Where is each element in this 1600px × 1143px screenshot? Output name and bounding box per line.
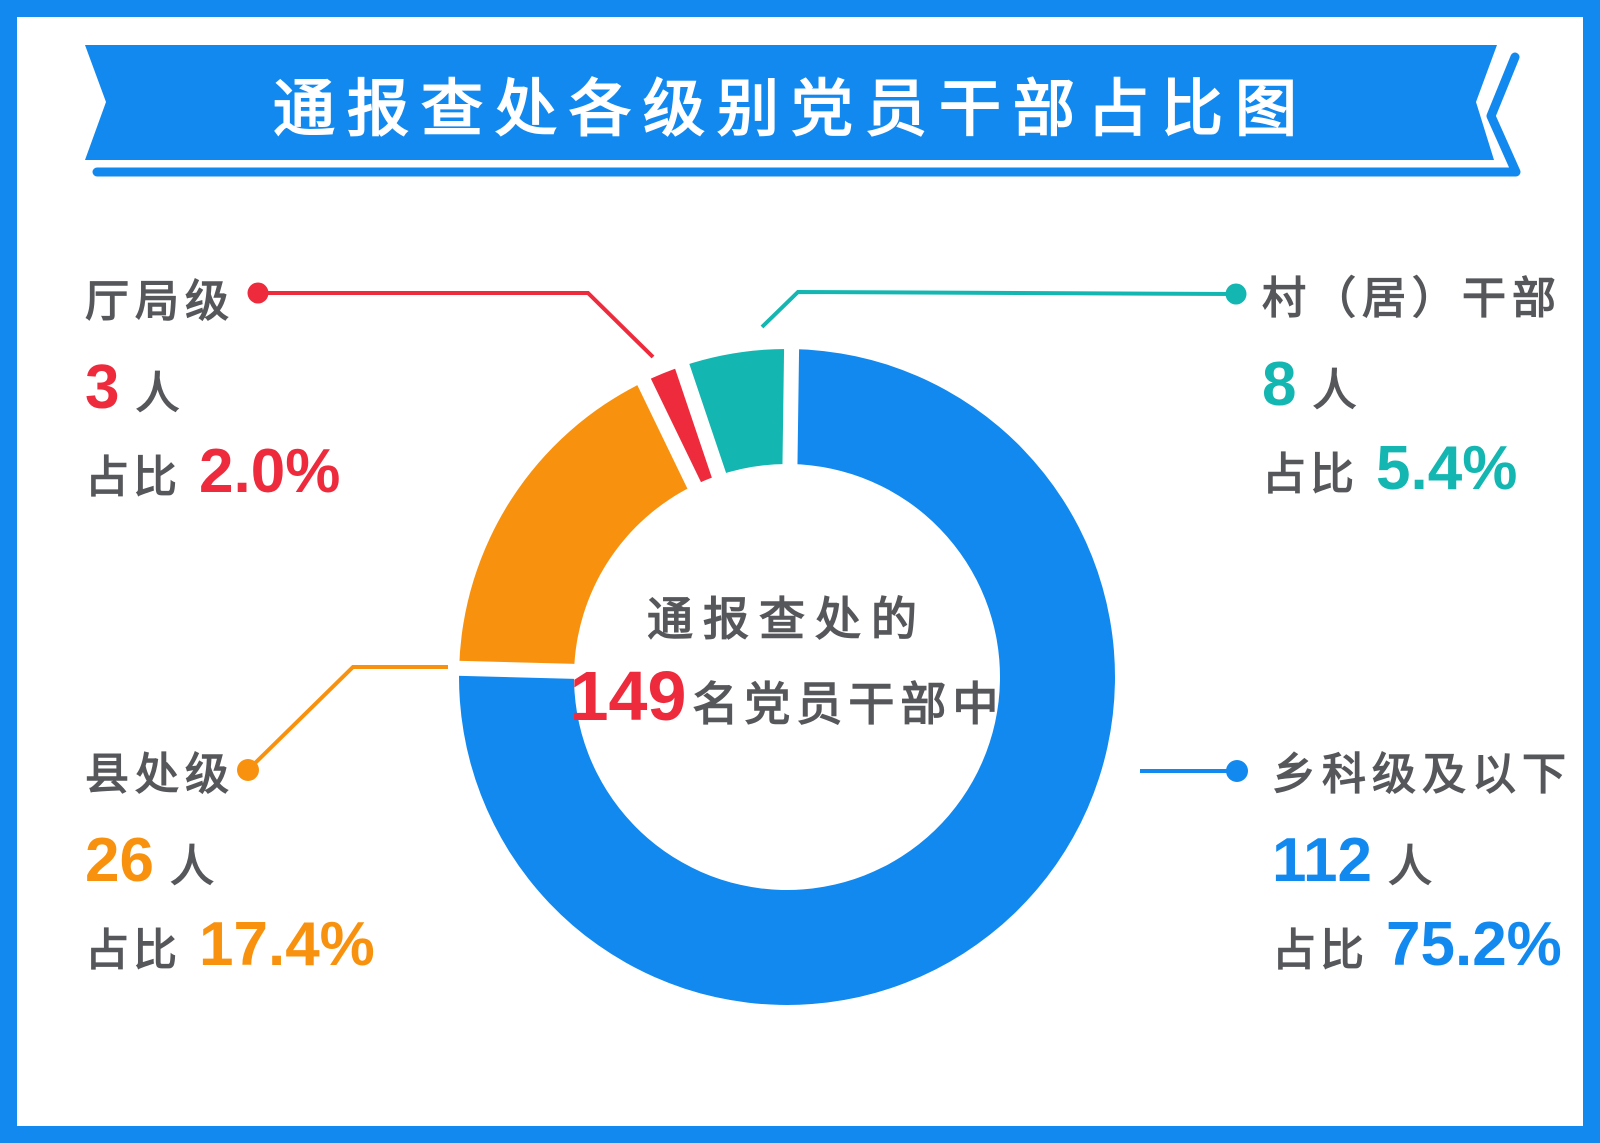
callout-bottom-right: 乡科级及以下 112 人 占比 75.2% (1272, 738, 1572, 998)
callout-unit: 人 (1312, 366, 1357, 415)
callout-label: 厅局级 (85, 277, 235, 326)
center-suffix: 名党员干部中 (692, 678, 1005, 730)
banner-ribbon-shadow (92, 52, 1521, 177)
callout-pct-prefix: 占比 (85, 926, 181, 975)
donut-separators (446, 336, 800, 680)
callout-count: 26 (85, 826, 154, 895)
callout-pct-value: 2.0% (199, 437, 341, 506)
leader-dot-xiangkeji (1226, 760, 1248, 782)
leader-line-tingjuji (262, 291, 655, 359)
callout-count: 3 (85, 353, 120, 422)
banner-ribbon (85, 45, 1497, 160)
leader-dot-cunju (1225, 283, 1247, 305)
callout-pct-prefix: 占比 (85, 453, 181, 502)
callout-top-right: 村（居）干部 8 人 占比 5.4% (1262, 262, 1562, 522)
donut-slices (459, 349, 1115, 1005)
callout-pct-value: 75.2% (1386, 910, 1562, 979)
callout-label: 县处级 (85, 750, 235, 799)
center-total: 149 (569, 657, 687, 735)
callout-bottom-left: 县处级 26 人 占比 17.4% (85, 738, 375, 998)
center-line1: 通报查处的 (646, 593, 927, 645)
donut-slice-0 (459, 349, 1115, 1005)
donut-separator (782, 336, 800, 475)
callout-unit: 人 (135, 369, 180, 418)
callout-label: 乡科级及以下 (1272, 750, 1572, 799)
callout-label: 村（居）干部 (1262, 274, 1562, 323)
leader-line-cunju (760, 289, 1237, 329)
callout-count: 8 (1262, 350, 1297, 419)
callout-pct-prefix: 占比 (1272, 926, 1368, 975)
leader-dot-tingjuji (247, 282, 269, 304)
callout-pct-value: 17.4% (199, 910, 375, 979)
page-title: 通报查处各级别党员干部占比图 (272, 74, 1309, 144)
callout-top-left: 厅局级 3 人 占比 2.0% (85, 265, 340, 525)
donut-slice-1 (459, 381, 695, 672)
donut-separator (446, 660, 585, 680)
donut-separator (671, 352, 730, 488)
callout-unit: 人 (1388, 842, 1433, 891)
callout-pct-prefix: 占比 (1262, 450, 1358, 499)
callout-pct-value: 5.4% (1376, 434, 1518, 503)
donut-separator (632, 367, 706, 498)
leader-dot-xianchuji (237, 759, 259, 781)
callout-count: 112 (1272, 826, 1373, 895)
leader-line-xianchuji (246, 665, 448, 772)
donut-center-text: 通报查处的 149 名党员干部中 (570, 583, 1005, 734)
donut-slice-2 (644, 366, 719, 486)
callout-unit: 人 (169, 842, 214, 891)
